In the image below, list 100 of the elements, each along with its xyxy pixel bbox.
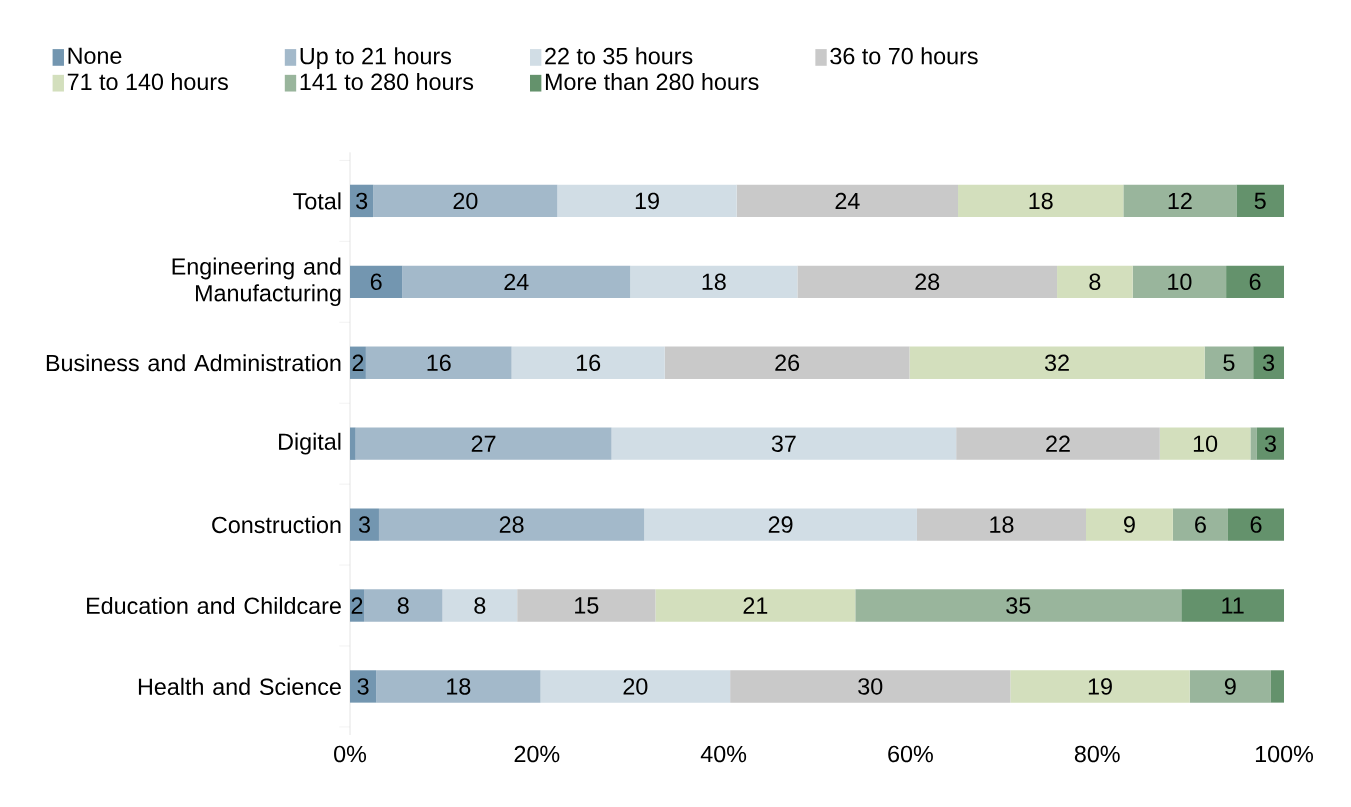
- bar: [909, 346, 1205, 379]
- data-label: 22: [1046, 435, 1070, 452]
- data-label: 24: [504, 273, 529, 290]
- data-label: 2: [351, 597, 363, 614]
- bar: [350, 670, 377, 703]
- legend-label: 22 to 35 hours: [545, 47, 693, 65]
- legend-label: None: [68, 47, 122, 64]
- bar: [350, 508, 379, 541]
- bar: [1256, 427, 1285, 460]
- data-label: 16: [576, 354, 601, 372]
- data-label: 8: [397, 597, 409, 614]
- data-label: 32: [1044, 354, 1069, 372]
- data-label: 9: [1124, 516, 1135, 533]
- data-label: 6: [1250, 516, 1262, 533]
- y-tick-label: Education and Childcare: [87, 596, 341, 615]
- bar: [1159, 427, 1251, 460]
- bar: [1123, 184, 1237, 218]
- data-label: 20: [623, 678, 648, 695]
- bar: [540, 670, 731, 703]
- bar: [376, 670, 541, 703]
- bar: [916, 508, 1086, 541]
- bar: [1086, 508, 1173, 541]
- data-label: 5: [1223, 354, 1235, 371]
- data-label: 27: [471, 435, 496, 452]
- bar: [664, 346, 910, 379]
- bar: [855, 589, 1182, 622]
- data-label: 5: [1254, 192, 1266, 210]
- data-label: 18: [447, 678, 471, 695]
- bar: [1253, 346, 1285, 379]
- x-tick-label: 40%: [700, 745, 747, 763]
- bar: [364, 589, 443, 622]
- bar: [355, 427, 612, 460]
- data-label: 19: [1088, 678, 1112, 695]
- y-tick-label: Business and Administration: [46, 354, 341, 372]
- bar: [402, 265, 631, 299]
- data-label: 3: [358, 516, 370, 533]
- data-label: 28: [499, 516, 524, 533]
- legend-label: 36 to 70 hours: [830, 47, 978, 65]
- bar: [1181, 589, 1285, 622]
- bar: [1057, 265, 1133, 299]
- data-label: 24: [835, 192, 860, 210]
- data-label: 20: [453, 192, 478, 210]
- data-label: 6: [1249, 273, 1261, 291]
- bar: [611, 427, 957, 460]
- bar: [365, 346, 512, 379]
- bar: [350, 427, 356, 460]
- bar: [1010, 670, 1190, 703]
- data-label: 16: [427, 354, 451, 372]
- data-label: 8: [1089, 273, 1101, 291]
- bar: [630, 265, 798, 299]
- data-label: 10: [1168, 273, 1192, 291]
- y-tick-label: Digital: [279, 432, 341, 455]
- bar: [956, 427, 1160, 460]
- bar: [378, 508, 645, 541]
- bar: [350, 265, 403, 299]
- bar: [442, 589, 518, 622]
- data-label: 11: [1222, 597, 1244, 614]
- bar: [1132, 265, 1227, 299]
- y-tick-label: Health and Science: [138, 677, 341, 696]
- data-label: 26: [775, 354, 800, 372]
- bar: [511, 346, 665, 379]
- bar: [736, 184, 959, 218]
- data-label: 29: [768, 516, 793, 533]
- bar: [373, 184, 558, 218]
- bar: [1204, 346, 1254, 379]
- data-label: 10: [1193, 435, 1218, 452]
- bar: [1172, 508, 1228, 541]
- x-tick-label: 80%: [1074, 745, 1120, 763]
- data-label: 21: [743, 597, 768, 614]
- data-label: 35: [1006, 597, 1031, 614]
- x-tick-label: 60%: [888, 745, 933, 763]
- data-label: 18: [1029, 192, 1053, 210]
- data-label: 18: [702, 273, 726, 291]
- data-label: 19: [635, 192, 659, 210]
- bar: [517, 589, 656, 622]
- data-label: 3: [1263, 354, 1275, 372]
- bar: [730, 670, 1011, 703]
- bar: [1250, 427, 1257, 460]
- data-label: 3: [356, 192, 368, 210]
- legend-label: 71 to 140 hours: [67, 72, 228, 91]
- legend-label: 141 to 280 hours: [300, 72, 474, 91]
- bar: [1270, 670, 1285, 703]
- bar: [644, 508, 917, 541]
- y-tick-label: Engineering and Manufacturing: [172, 257, 341, 307]
- bar: [655, 589, 856, 622]
- data-label: 6: [370, 273, 382, 291]
- bar: [1227, 508, 1285, 541]
- data-label: 6: [1195, 516, 1206, 533]
- bar: [797, 265, 1058, 299]
- bar: [958, 184, 1124, 218]
- data-label: 15: [575, 597, 599, 614]
- data-label: 37: [771, 435, 796, 452]
- data-label: 3: [357, 678, 369, 695]
- legend-label: Up to 21 hours: [300, 47, 452, 69]
- x-tick-label: 100%: [1255, 745, 1314, 763]
- bar: [1226, 265, 1285, 299]
- legend-label: More than 280 hours: [545, 72, 759, 91]
- data-label: 28: [915, 273, 940, 291]
- bar: [1236, 184, 1285, 218]
- data-label: 2: [352, 354, 364, 371]
